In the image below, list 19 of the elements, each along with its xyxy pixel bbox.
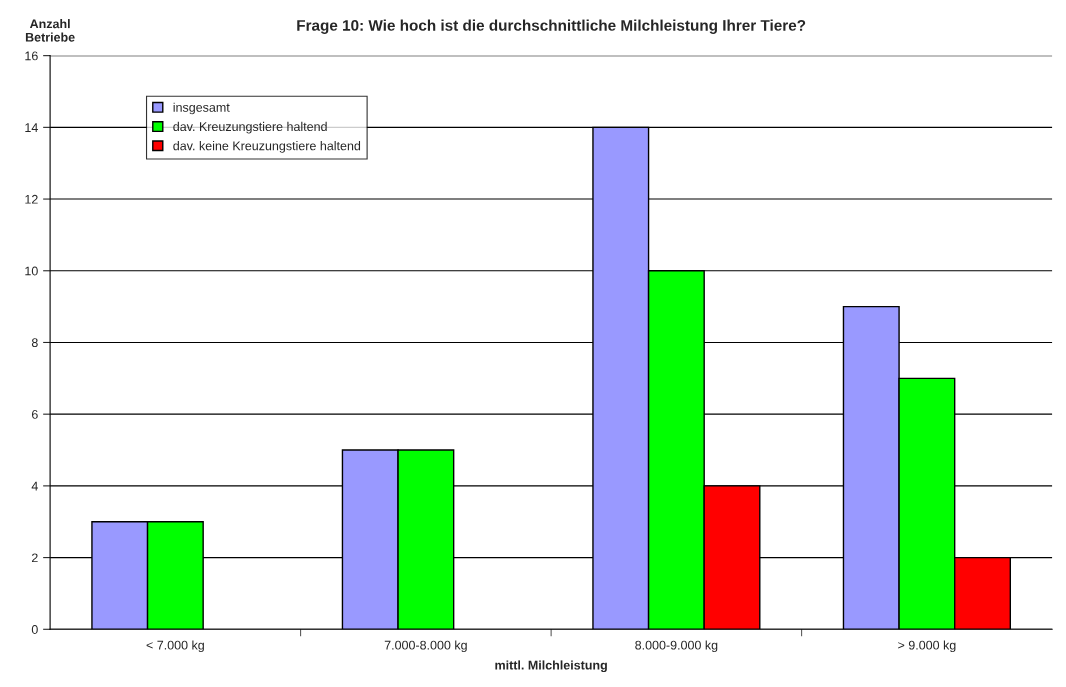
- x-axis-title: mittl. Milchleistung: [495, 660, 607, 673]
- x-tick-label: 8.000-9.000 kg: [635, 640, 718, 653]
- y-tick-label: 16: [25, 51, 38, 61]
- y-tick-label: 2: [31, 553, 38, 563]
- y-tick-label: 12: [25, 194, 38, 204]
- y-tick-label: 6: [31, 409, 38, 419]
- legend-label: dav. keine Kreuzungstiere haltend: [173, 141, 361, 153]
- y-tick-label: 4: [31, 481, 38, 491]
- legend-label: insgesamt: [173, 102, 230, 115]
- y-tick-label: 0: [31, 625, 38, 634]
- x-tick-label: > 9.000 kg: [898, 640, 956, 653]
- y-tick-label: 14: [25, 123, 38, 132]
- x-tick-label: 7.000-8.000 kg: [384, 640, 467, 653]
- x-tick-label: < 7.000 kg: [146, 640, 204, 653]
- chart-title: Frage 10: Wie hoch ist die durchschnittliche Milchleistung Ihrer Tiere?: [297, 19, 806, 34]
- legend-label: dav. Kreuzungstiere haltend: [173, 121, 327, 134]
- y-axis-title: Anzahl Betriebe: [25, 19, 75, 42]
- y-tick-label: 8: [31, 338, 38, 348]
- y-tick-label: 10: [25, 266, 38, 276]
